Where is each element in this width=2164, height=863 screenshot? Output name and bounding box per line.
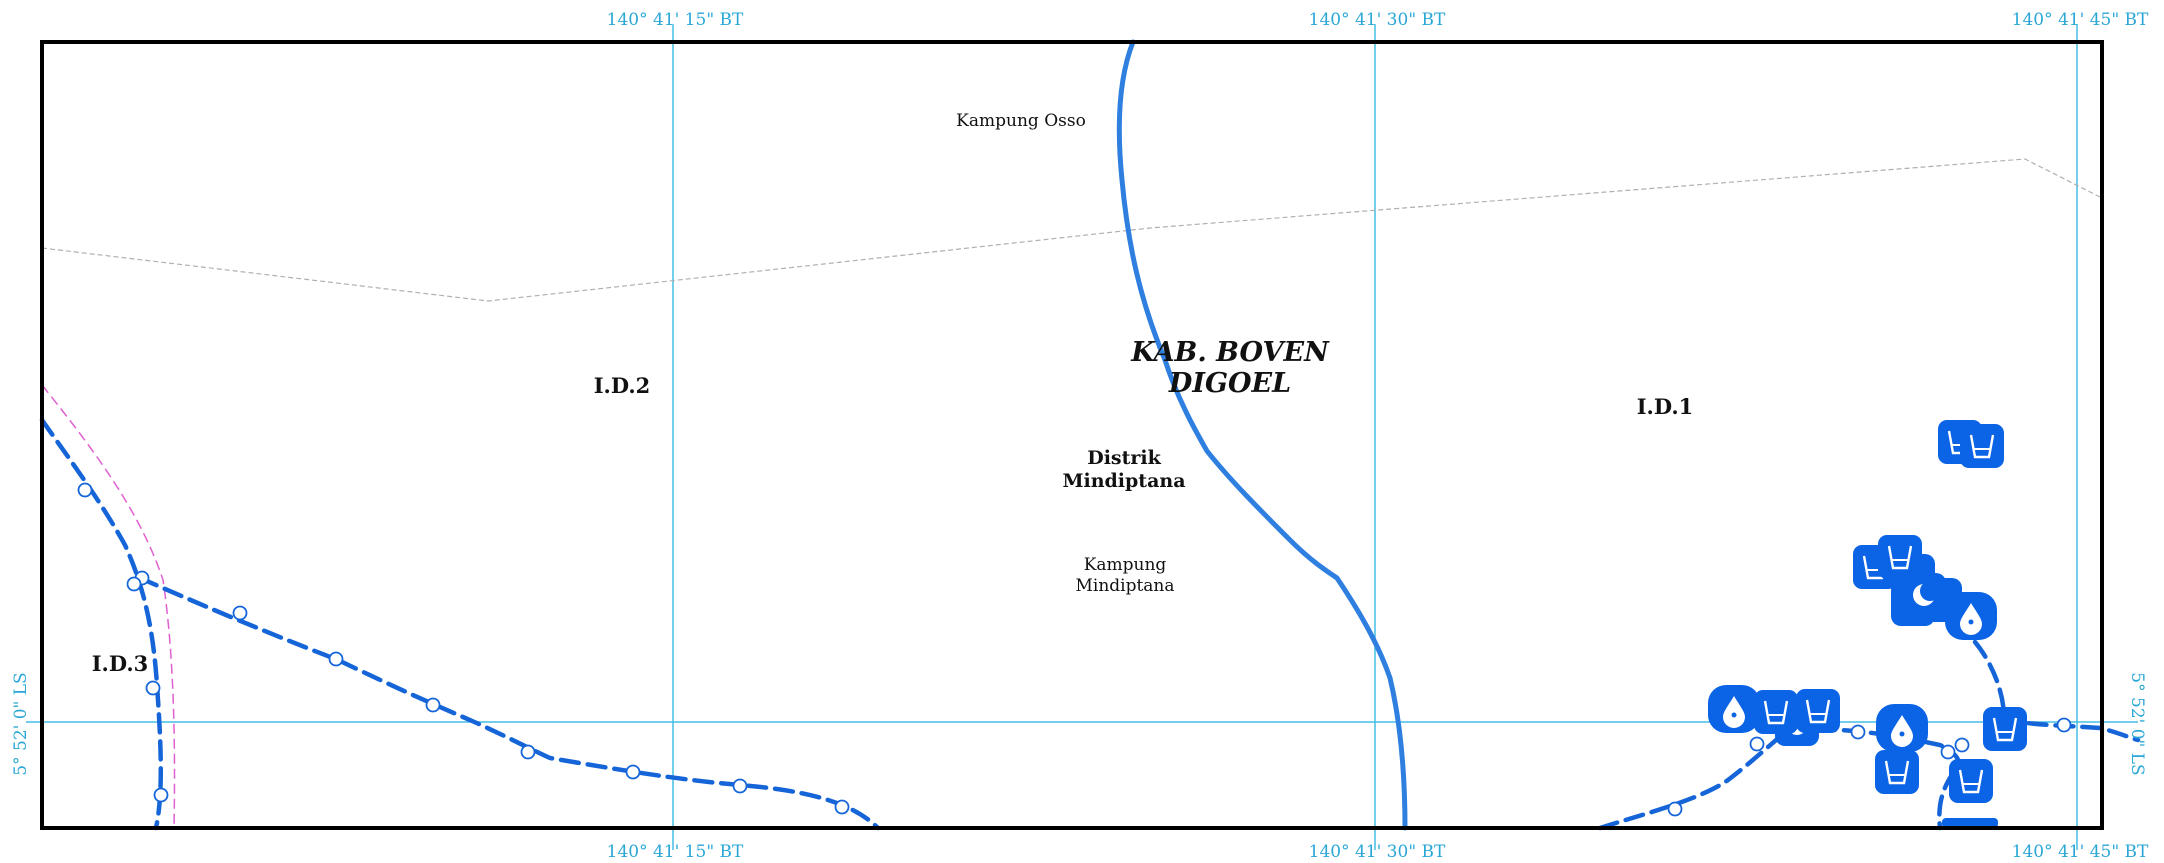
lon-top-1: 140° 41' 15" BT bbox=[607, 10, 744, 30]
district-boundary-gray bbox=[42, 159, 2100, 301]
longitude-labels-top: 140° 41' 15" BT 140° 41' 30" BT 140° 41'… bbox=[607, 10, 2149, 30]
water-facility-symbols bbox=[1708, 420, 2027, 828]
river-line bbox=[1119, 42, 1405, 828]
regency-label-line1: KAB. BOVEN bbox=[1130, 337, 1330, 368]
village-mindiptana-label-line1: Kampung bbox=[1084, 555, 1167, 575]
district-label-line2: Mindiptana bbox=[1062, 470, 1185, 492]
lon-bottom-3: 140° 41' 45" BT bbox=[2012, 842, 2149, 862]
valve-node-icons bbox=[79, 484, 2071, 816]
lon-bottom-2: 140° 41' 30" BT bbox=[1309, 842, 1446, 862]
district-label-line1: Distrik bbox=[1087, 447, 1161, 469]
lon-top-3: 140° 41' 45" BT bbox=[2012, 10, 2149, 30]
village-osso-label: Kampung Osso bbox=[956, 111, 1086, 131]
zone-id3-label: I.D.3 bbox=[92, 651, 149, 676]
longitude-labels-bottom: 140° 41' 15" BT 140° 41' 30" BT 140° 41'… bbox=[607, 842, 2149, 862]
lon-bottom-1: 140° 41' 15" BT bbox=[607, 842, 744, 862]
zone-id1-label: I.D.1 bbox=[1637, 394, 1694, 419]
regency-label-line2: DIGOEL bbox=[1168, 368, 1291, 399]
lat-left: 5° 52' 0" LS bbox=[11, 672, 31, 775]
village-mindiptana-label-line2: Mindiptana bbox=[1075, 576, 1174, 596]
lat-right: 5° 52' 0" LS bbox=[2127, 672, 2147, 775]
lon-top-2: 140° 41' 30" BT bbox=[1309, 10, 1446, 30]
zone-id2-label: I.D.2 bbox=[594, 373, 651, 398]
